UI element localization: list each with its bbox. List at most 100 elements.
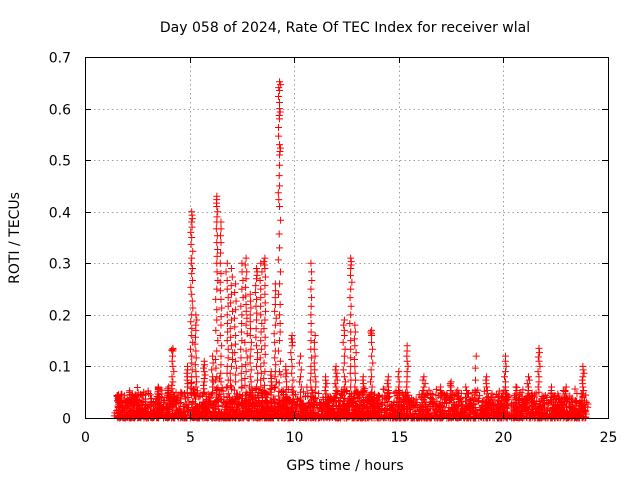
data-point <box>282 373 290 381</box>
data-point <box>552 406 560 414</box>
data-point <box>490 407 498 415</box>
data-point <box>543 399 551 407</box>
data-point <box>242 275 250 283</box>
data-point <box>189 386 197 394</box>
points-layer <box>110 78 592 422</box>
data-point <box>187 380 195 388</box>
data-point <box>257 376 265 384</box>
data-point <box>482 376 490 384</box>
data-point <box>242 301 250 309</box>
data-point <box>261 368 269 376</box>
data-point <box>299 404 307 412</box>
data-point <box>271 321 279 329</box>
data-point <box>246 311 254 319</box>
data-point <box>242 283 250 291</box>
data-point <box>272 314 280 322</box>
data-point <box>270 411 278 419</box>
data-point <box>384 390 392 398</box>
data-point <box>363 398 371 406</box>
data-point <box>563 409 571 417</box>
data-point <box>470 414 478 422</box>
data-point <box>261 254 269 262</box>
data-point <box>333 376 341 384</box>
data-point <box>289 376 297 384</box>
data-point <box>169 362 177 370</box>
data-point <box>228 307 236 315</box>
data-point <box>312 378 320 386</box>
x-tick-label: 25 <box>600 430 618 446</box>
data-point <box>239 276 247 284</box>
data-point <box>307 302 315 310</box>
data-point <box>536 362 544 370</box>
data-point <box>157 411 165 419</box>
data-point <box>253 264 261 272</box>
data-point <box>272 287 280 295</box>
data-point <box>275 172 283 180</box>
data-point <box>238 259 246 267</box>
data-point <box>241 381 249 389</box>
data-point <box>176 405 184 413</box>
data-point <box>271 383 279 391</box>
data-point <box>213 316 221 324</box>
data-point <box>275 111 283 119</box>
data-point <box>238 376 246 384</box>
data-point <box>351 389 359 397</box>
data-point <box>368 352 376 360</box>
data-point <box>368 395 376 403</box>
data-point <box>217 218 225 226</box>
data-point <box>257 285 265 293</box>
data-point <box>226 411 234 419</box>
data-point <box>141 410 149 418</box>
data-point <box>561 386 569 394</box>
data-point <box>577 401 585 409</box>
data-point <box>404 362 412 370</box>
data-point <box>442 399 450 407</box>
data-point <box>578 376 586 384</box>
data-point <box>206 394 214 402</box>
data-point <box>268 381 276 389</box>
data-point <box>170 401 178 409</box>
data-point <box>138 391 146 399</box>
data-point <box>223 259 231 267</box>
data-point <box>216 287 224 295</box>
data-point <box>308 268 316 276</box>
data-point <box>513 396 521 404</box>
data-point <box>549 404 557 412</box>
data-point <box>347 302 355 310</box>
data-point <box>217 270 225 278</box>
data-point <box>406 406 414 414</box>
data-point <box>303 411 311 419</box>
data-point <box>449 404 457 412</box>
data-point <box>274 410 282 418</box>
data-point <box>523 399 531 407</box>
data-point <box>394 373 402 381</box>
data-point <box>252 408 260 416</box>
data-point <box>217 361 225 369</box>
data-point <box>200 364 208 372</box>
data-point <box>208 366 216 374</box>
data-point <box>267 397 275 405</box>
data-point <box>303 407 311 415</box>
data-point <box>168 381 176 389</box>
data-point <box>534 353 542 361</box>
data-point <box>493 400 501 408</box>
data-point <box>271 406 279 414</box>
data-point <box>584 400 592 408</box>
data-point <box>187 283 195 291</box>
data-point <box>233 390 241 398</box>
data-point <box>311 373 319 381</box>
data-point <box>308 294 316 302</box>
data-point <box>142 390 150 398</box>
data-point <box>452 388 460 396</box>
data-point <box>571 385 579 393</box>
data-point <box>122 398 130 406</box>
data-point <box>296 378 304 386</box>
data-point <box>276 78 284 86</box>
data-point <box>183 408 191 416</box>
data-point <box>282 388 290 396</box>
data-point <box>518 407 526 415</box>
data-point <box>486 400 494 408</box>
data-point <box>247 378 255 386</box>
data-point <box>275 230 283 238</box>
